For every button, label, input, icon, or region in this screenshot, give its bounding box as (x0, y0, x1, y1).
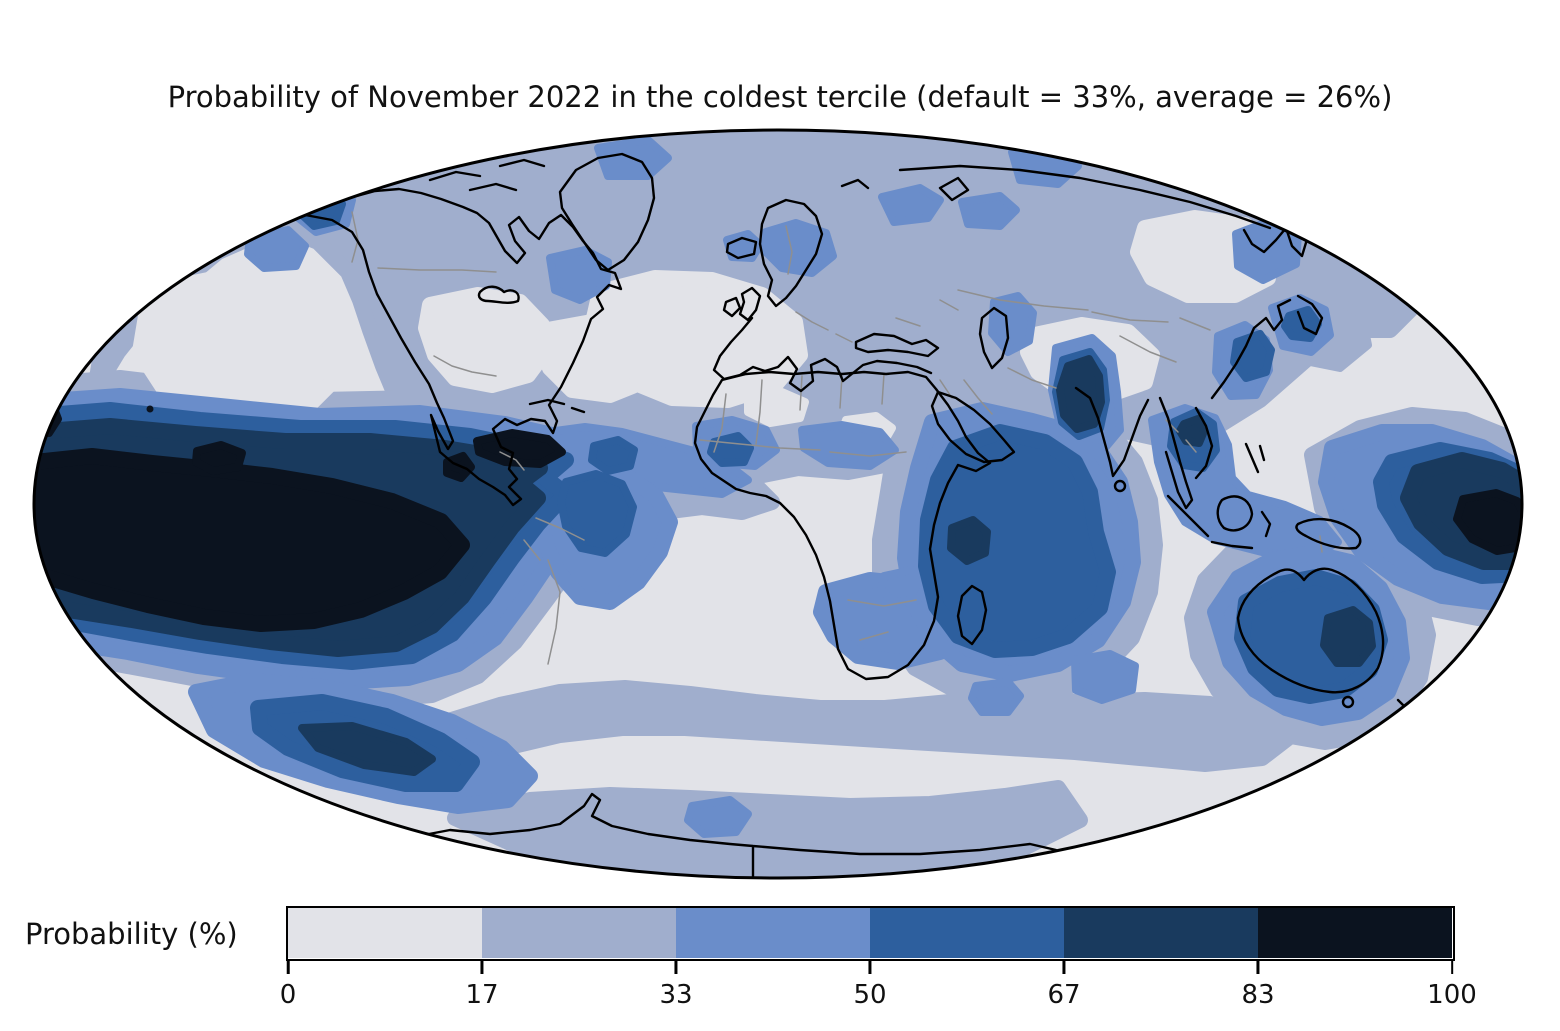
colorbar-tick-label: 33 (659, 980, 693, 1010)
colorbar-segment (676, 908, 870, 958)
indonesia-coast (1166, 494, 1272, 550)
colorbar-tick-label: 67 (1047, 980, 1081, 1010)
colorbar-tickmark (1062, 959, 1066, 974)
probability-field (34, 130, 1522, 878)
colorbar-tick-label: 100 (1427, 980, 1477, 1010)
figure-title: Probability of November 2022 in the cold… (167, 80, 1393, 114)
colorbar-tickmark (674, 959, 678, 974)
colorbar-tick: 33 (659, 959, 693, 1010)
greenland-coast (558, 152, 656, 272)
colorbar-tick-label: 0 (279, 980, 297, 1010)
scandinavia-coast (758, 198, 824, 308)
indian-ocean-50-67 (918, 424, 1116, 658)
east-australia-67-83 (1320, 606, 1376, 667)
colorbar-ticks: 0 17 33 50 67 83 100 (280, 959, 1477, 1019)
caspian-sea-coast (978, 306, 1010, 370)
colorbar (285, 905, 1455, 961)
caribbean-islands (528, 398, 586, 414)
britain-coast (722, 286, 762, 322)
colorbar-segment (1258, 908, 1452, 958)
madagascar-coast (956, 584, 988, 646)
antarctica-coast (406, 792, 1058, 878)
japan-coast (1296, 294, 1324, 336)
colorbar-tickmark (286, 959, 290, 974)
colorbar-tick: 0 (279, 959, 297, 1010)
europe-coast (712, 316, 933, 393)
new-guinea-coast (1295, 517, 1362, 550)
arabia-coast (930, 390, 1016, 464)
black-sea-coast (854, 332, 940, 358)
tasmania (1341, 695, 1355, 709)
colorbar-label: Probability (%) (25, 917, 238, 951)
colorbar-segment (1064, 908, 1258, 958)
arctic-islands (428, 158, 870, 192)
north-america-coast (298, 187, 623, 507)
west-pacific-edge-83-100 (1453, 489, 1522, 555)
siberia-coast (898, 164, 1272, 230)
map-projection-outline (32, 128, 1524, 880)
colorbar-segment (870, 908, 1064, 958)
colorbar-tick-label: 83 (1241, 980, 1275, 1010)
india-coast (1074, 386, 1150, 478)
colorbar-tickmark (1256, 959, 1260, 974)
probability-level-83-100 (34, 396, 1522, 632)
africa-coast (693, 370, 992, 681)
colorbar-segment (288, 908, 482, 958)
colorbar-tick: 50 (853, 959, 887, 1010)
sri-lanka (1113, 479, 1127, 493)
colorbar-tick: 67 (1047, 959, 1081, 1010)
china-coast (1210, 298, 1292, 400)
coastlines (298, 152, 1420, 878)
colorbar-segments (288, 908, 1452, 958)
colorbar-tick: 17 (465, 959, 499, 1010)
colorbar-tickmark (868, 959, 872, 974)
southeast-asia-coast (1158, 396, 1214, 510)
colorbar-segment (482, 908, 676, 958)
bay-of-bengal-67-83 (1056, 355, 1105, 433)
colorbar-tickmark (480, 959, 484, 974)
colorbar-tick: 100 (1427, 959, 1477, 1009)
colorbar-tickmark (1450, 959, 1454, 974)
philippines-coast (1244, 442, 1266, 474)
iceland-coast (725, 236, 758, 260)
australia-coast (1236, 567, 1385, 694)
borneo-coast (1216, 495, 1254, 532)
colorbar-tick-label: 17 (465, 980, 499, 1010)
colorbar-tick: 83 (1241, 959, 1275, 1010)
great-lakes (477, 285, 520, 304)
colorbar-tick-label: 50 (853, 980, 887, 1010)
